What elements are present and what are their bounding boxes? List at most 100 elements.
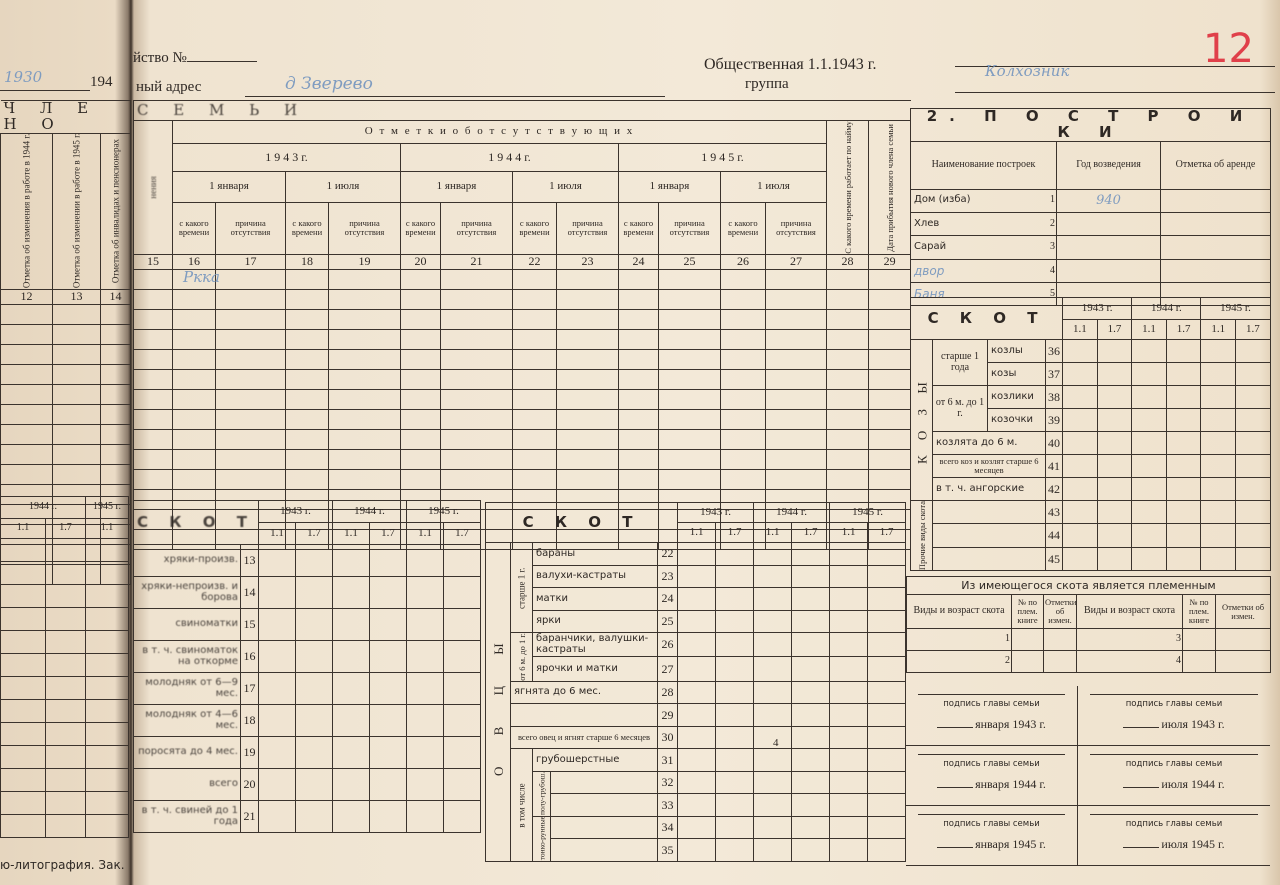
entry-cell[interactable] — [765, 328, 827, 350]
count-cell[interactable] — [406, 640, 445, 673]
entry-cell[interactable] — [720, 348, 766, 370]
entry-cell[interactable] — [400, 428, 441, 450]
entry-cell[interactable] — [328, 388, 401, 410]
entry-cell[interactable] — [0, 814, 46, 838]
count-cell[interactable] — [753, 815, 793, 840]
count-cell[interactable] — [753, 587, 793, 611]
count-cell[interactable] — [677, 725, 717, 750]
entry-cell[interactable] — [85, 538, 130, 562]
count-cell[interactable] — [829, 656, 869, 682]
entry-cell[interactable] — [618, 448, 659, 470]
count-cell[interactable] — [406, 544, 445, 577]
count-cell[interactable] — [829, 631, 869, 658]
entry-cell[interactable] — [285, 428, 329, 450]
count-cell[interactable] — [715, 793, 755, 817]
signature-cell[interactable]: подпись главы семьи января 1944 г. — [906, 746, 1078, 806]
count-cell[interactable] — [677, 680, 717, 705]
count-cell[interactable] — [829, 748, 869, 772]
entry-cell[interactable] — [618, 268, 659, 290]
count-cell[interactable] — [369, 576, 408, 609]
entry-cell[interactable] — [328, 468, 401, 490]
entry-cell[interactable] — [133, 368, 173, 390]
count-cell[interactable] — [406, 672, 445, 705]
entry-cell[interactable] — [658, 448, 721, 470]
entry-cell[interactable] — [765, 408, 827, 430]
count-cell[interactable] — [867, 680, 907, 705]
count-cell[interactable] — [369, 736, 408, 769]
count-cell[interactable] — [258, 544, 297, 577]
entry-cell[interactable] — [556, 448, 619, 470]
entry-cell[interactable] — [765, 468, 827, 490]
count-cell[interactable] — [715, 725, 755, 750]
count-cell[interactable] — [406, 608, 445, 641]
entry-cell[interactable] — [867, 468, 912, 490]
entry-cell[interactable] — [328, 348, 401, 370]
count-cell[interactable] — [791, 815, 831, 840]
count-cell[interactable] — [1131, 385, 1167, 409]
count-cell[interactable] — [1235, 499, 1271, 525]
entry-cell[interactable] — [440, 368, 513, 390]
entry-cell[interactable] — [172, 288, 216, 310]
entry-cell[interactable] — [328, 328, 401, 350]
count-cell[interactable] — [677, 770, 717, 795]
count-cell[interactable] — [1165, 454, 1202, 478]
entry-cell[interactable] — [720, 468, 766, 490]
entry-cell[interactable] — [440, 268, 513, 290]
count-cell[interactable] — [1165, 523, 1202, 548]
entry-cell[interactable] — [720, 408, 766, 430]
count-cell[interactable] — [677, 656, 717, 682]
entry-cell[interactable] — [400, 408, 441, 430]
count-cell[interactable] — [1096, 431, 1133, 455]
entry-cell[interactable] — [867, 428, 912, 450]
count-cell[interactable] — [332, 768, 371, 801]
count-cell[interactable] — [1096, 499, 1133, 525]
count-cell[interactable] — [258, 800, 297, 833]
entry-cell[interactable] — [440, 448, 513, 470]
count-cell[interactable] — [1235, 339, 1271, 363]
day-blank[interactable] — [1123, 787, 1160, 788]
entry-cell[interactable] — [133, 348, 173, 370]
count-cell[interactable] — [1200, 339, 1237, 363]
count-cell[interactable] — [295, 640, 334, 673]
entry-cell[interactable] — [0, 745, 46, 769]
entry-cell[interactable] — [556, 328, 619, 350]
entry-cell[interactable] — [172, 388, 216, 410]
entry-cell[interactable] — [400, 288, 441, 310]
building-year[interactable] — [1056, 235, 1161, 260]
entry-cell[interactable] — [0, 653, 46, 677]
count-cell[interactable] — [715, 631, 755, 658]
entry-cell[interactable] — [0, 303, 53, 325]
count-cell[interactable] — [1062, 408, 1098, 432]
entry-cell[interactable] — [215, 308, 286, 330]
entry-cell[interactable] — [658, 308, 721, 330]
entry-cell[interactable] — [328, 408, 401, 430]
entry-cell[interactable] — [720, 448, 766, 470]
entry-cell[interactable] — [720, 368, 766, 390]
entry-cell[interactable] — [215, 328, 286, 350]
count-cell[interactable] — [753, 680, 793, 705]
count-cell[interactable] — [332, 576, 371, 609]
entry-cell[interactable] — [512, 408, 557, 430]
count-cell[interactable] — [753, 748, 793, 772]
count-cell[interactable] — [867, 793, 907, 817]
entry-cell[interactable] — [720, 268, 766, 290]
entry-cell[interactable] — [867, 288, 912, 310]
entry-cell[interactable] — [215, 348, 286, 370]
count-cell[interactable] — [829, 587, 869, 611]
count-cell[interactable] — [791, 609, 831, 633]
signature-cell[interactable]: подпись главы семьи июля 1944 г. — [1078, 746, 1270, 806]
count-cell[interactable] — [369, 640, 408, 673]
count-cell[interactable] — [443, 800, 482, 833]
count-cell[interactable] — [829, 703, 869, 727]
entry-cell[interactable] — [85, 791, 130, 815]
entry-cell[interactable] — [556, 428, 619, 450]
entry-cell[interactable] — [826, 328, 869, 350]
entry-cell[interactable] — [826, 288, 869, 310]
count-cell[interactable] — [677, 587, 717, 611]
count-cell[interactable] — [1165, 477, 1202, 501]
count-cell[interactable] — [677, 793, 717, 817]
entry-cell[interactable] — [556, 288, 619, 310]
count-cell[interactable] — [1235, 362, 1271, 386]
entry-cell[interactable] — [556, 308, 619, 330]
entry-cell[interactable] — [52, 403, 101, 425]
